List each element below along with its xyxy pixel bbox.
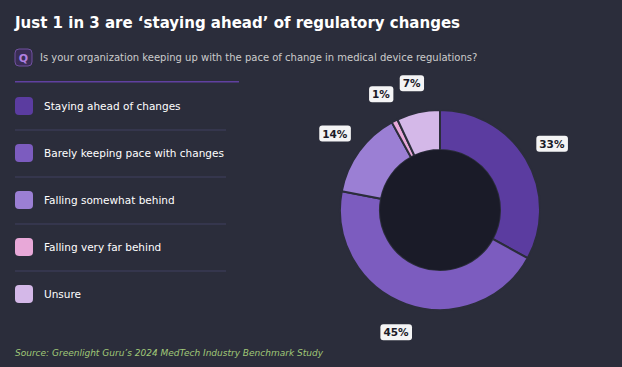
- data-label-group: 7%: [400, 75, 424, 91]
- data-label: 45%: [383, 326, 409, 338]
- data-label-group: 33%: [536, 136, 568, 152]
- data-label-box: [536, 136, 568, 152]
- legend-separator: [15, 224, 226, 225]
- data-label: 7%: [403, 77, 421, 89]
- data-label-group: 1%: [369, 86, 393, 102]
- subtitle-icon-box: [15, 49, 32, 66]
- legend-swatch: [15, 97, 33, 115]
- legend-label: Unsure: [44, 288, 81, 300]
- slice: [397, 110, 440, 156]
- legend-label: Barely keeping pace with changes: [44, 147, 224, 159]
- legend-separator: [15, 130, 226, 131]
- legend-label: Falling very far behind: [44, 241, 161, 253]
- legend-swatch: [15, 285, 33, 303]
- rule: [15, 81, 239, 83]
- background: [0, 0, 622, 367]
- legend-label: Falling somewhat behind: [44, 194, 175, 206]
- data-label-box: [380, 324, 412, 340]
- legend-separator: [15, 177, 226, 178]
- legend-swatch: [15, 191, 33, 209]
- data-label: 14%: [322, 128, 348, 140]
- legend-label: Staying ahead of changes: [44, 100, 181, 112]
- data-labels: 33% 45% 14% 1% 7%: [319, 75, 568, 340]
- subtitle: Is your organization keeping up with the…: [40, 52, 477, 63]
- source: Source: Greenlight Guru’s 2024 MedTech I…: [15, 348, 324, 358]
- chart: Just 1 in 3 are ‘staying ahead’ of regul…: [0, 0, 622, 367]
- legend-separator: [15, 271, 226, 272]
- data-label-group: 14%: [319, 126, 351, 142]
- subtitle-icon: Q: [19, 52, 28, 65]
- data-label-box: [319, 126, 351, 142]
- data-label: 33%: [539, 138, 565, 150]
- legend-swatch: [15, 238, 33, 256]
- data-label-box: [400, 75, 424, 91]
- title: Just 1 in 3 are ‘staying ahead’ of regul…: [14, 14, 460, 32]
- donut-hole: [380, 150, 500, 270]
- slices: [340, 110, 540, 310]
- legend-swatch: [15, 144, 33, 162]
- data-label-box: [369, 86, 393, 102]
- data-label-group: 45%: [380, 324, 412, 340]
- data-label: 1%: [372, 88, 390, 100]
